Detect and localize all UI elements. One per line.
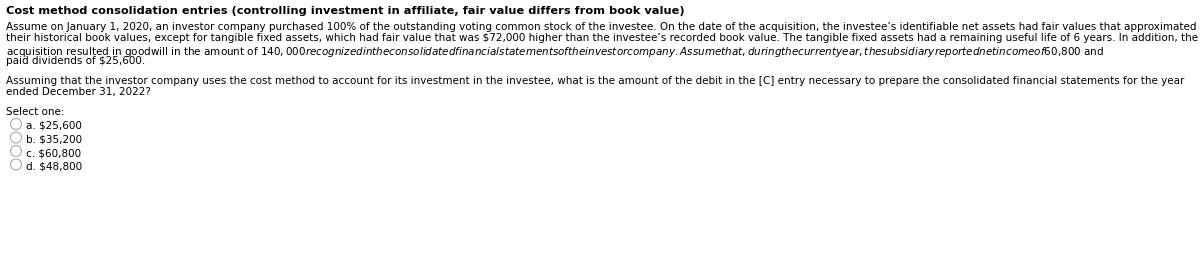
Text: ended December 31, 2022?: ended December 31, 2022?	[6, 88, 151, 98]
Text: Assuming that the investor company uses the cost method to account for its inves: Assuming that the investor company uses …	[6, 76, 1184, 86]
Text: d. $48,800: d. $48,800	[26, 161, 82, 171]
Text: acquisition resulted in goodwill in the amount of $140,000 recognized in the con: acquisition resulted in goodwill in the …	[6, 45, 1104, 59]
Text: Assume on January 1, 2020, an investor company purchased 100% of the outstanding: Assume on January 1, 2020, an investor c…	[6, 22, 1196, 32]
Text: their historical book values, except for tangible fixed assets, which had fair v: their historical book values, except for…	[6, 34, 1198, 43]
Text: c. $60,800: c. $60,800	[26, 148, 82, 158]
Text: Select one:: Select one:	[6, 107, 65, 117]
Text: b. $35,200: b. $35,200	[26, 135, 82, 145]
Text: a. $25,600: a. $25,600	[26, 121, 82, 131]
Text: paid dividends of $25,600.: paid dividends of $25,600.	[6, 57, 145, 66]
Text: Cost method consolidation entries (controlling investment in affiliate, fair val: Cost method consolidation entries (contr…	[6, 6, 685, 16]
